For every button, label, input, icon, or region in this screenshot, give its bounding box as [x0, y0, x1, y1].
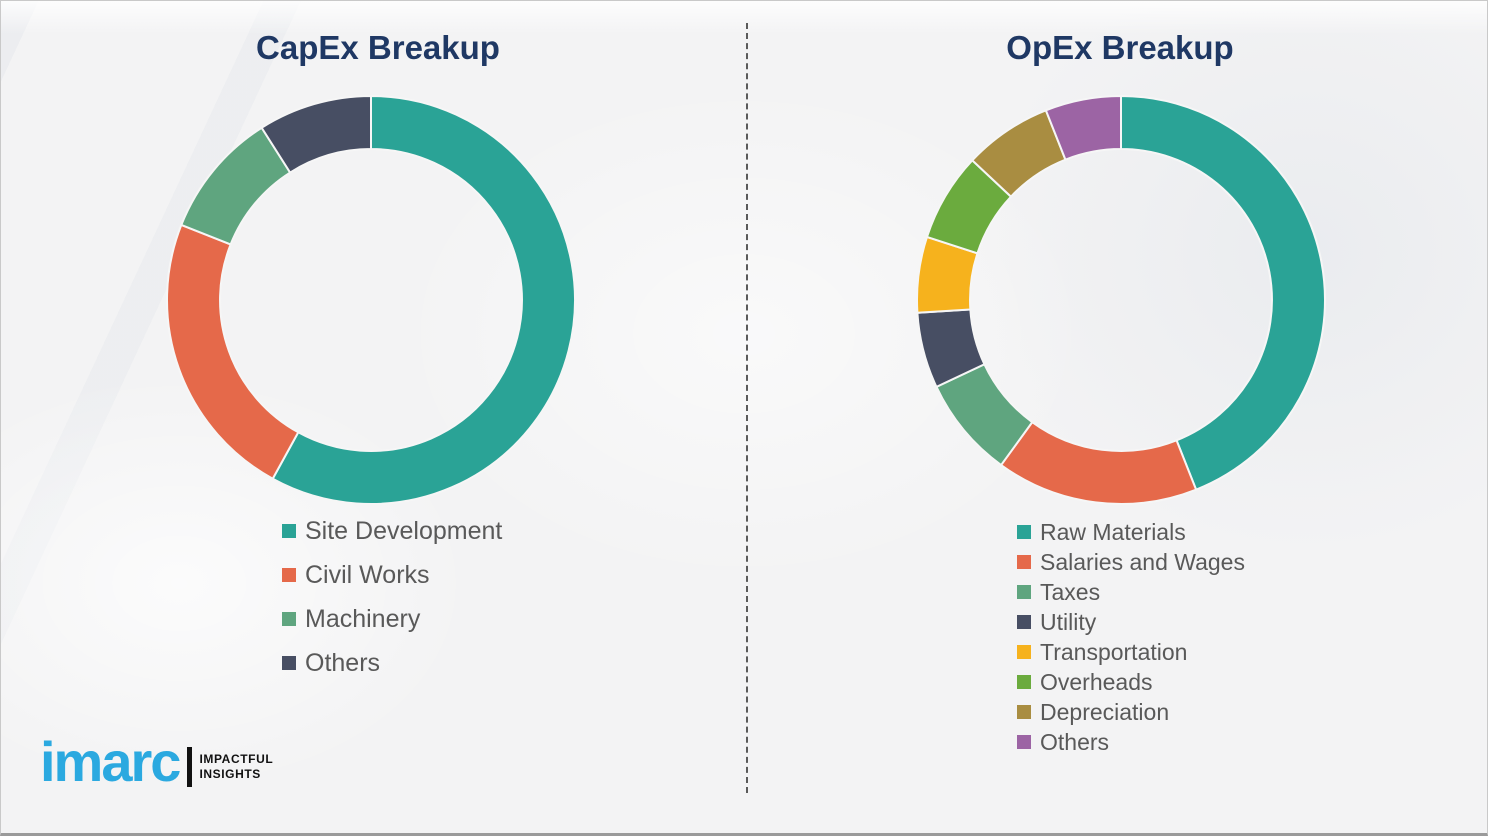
legend-marker	[282, 656, 296, 670]
legend-marker	[282, 612, 296, 626]
legend-item: Others	[1017, 727, 1245, 757]
opex-chart-title: OpEx Breakup	[1006, 29, 1234, 66]
legend-label: Site Development	[305, 516, 503, 545]
legend-label: Taxes	[1040, 578, 1101, 605]
legend-item: Transportation	[1017, 637, 1245, 667]
legend-marker	[282, 568, 296, 582]
legend-label: Depreciation	[1040, 698, 1170, 725]
donut-segment-others	[260, 95, 372, 174]
legend-item: Utility	[1017, 607, 1245, 637]
legend-label: Transportation	[1040, 638, 1188, 665]
legend-marker	[1017, 615, 1031, 629]
donut-segment-raw-materials	[1120, 95, 1326, 491]
legend-label: Overheads	[1040, 668, 1153, 695]
legend-label: Others	[1040, 728, 1110, 755]
legend-item: Salaries and Wages	[1017, 547, 1245, 577]
legend-item: Depreciation	[1017, 697, 1245, 727]
imarc-logo-divider-bar	[187, 747, 193, 787]
legend-marker	[1017, 705, 1031, 719]
legend-item: Taxes	[1017, 577, 1245, 607]
imarc-logo-tagline: IMPACTFUL INSIGHTS	[199, 752, 273, 782]
capex-legend: Site Development Civil Works Machinery O…	[282, 509, 502, 685]
vertical-dashed-divider	[746, 23, 748, 793]
legend-item: Civil Works	[282, 553, 502, 597]
legend-item: Overheads	[1017, 667, 1245, 697]
legend-label: Machinery	[305, 604, 421, 633]
legend-item: Raw Materials	[1017, 517, 1245, 547]
donut-segment-salaries-and-wages	[999, 420, 1198, 505]
capex-donut-chart	[166, 95, 576, 505]
legend-marker	[1017, 735, 1031, 749]
legend-marker	[282, 524, 296, 538]
legend-label: Others	[305, 648, 381, 677]
legend-marker	[1017, 525, 1031, 539]
opex-legend: Raw Materials Salaries and Wages Taxes U…	[1017, 517, 1245, 757]
imarc-logo-tagline-line1: IMPACTFUL	[199, 752, 274, 766]
imarc-logo-tagline-line2: INSIGHTS	[199, 767, 261, 781]
legend-label: Civil Works	[305, 560, 430, 589]
legend-label: Salaries and Wages	[1040, 548, 1245, 575]
capex-chart-title: CapEx Breakup	[256, 29, 500, 66]
legend-item: Others	[282, 641, 502, 685]
legend-label: Utility	[1040, 608, 1097, 635]
donut-segment-site-development	[271, 95, 576, 505]
imarc-logo-wordmark: imarc	[40, 730, 181, 793]
legend-label: Raw Materials	[1040, 518, 1186, 545]
donut-segment-others	[1044, 95, 1122, 161]
legend-marker	[1017, 585, 1031, 599]
imarc-logo: imarc IMPACTFUL INSIGHTS	[40, 734, 273, 790]
legend-item: Site Development	[282, 509, 502, 553]
opex-donut-chart	[916, 95, 1326, 505]
legend-item: Machinery	[282, 597, 502, 641]
legend-marker	[1017, 675, 1031, 689]
legend-marker	[1017, 645, 1031, 659]
donut-segment-civil-works	[166, 223, 300, 481]
legend-marker	[1017, 555, 1031, 569]
